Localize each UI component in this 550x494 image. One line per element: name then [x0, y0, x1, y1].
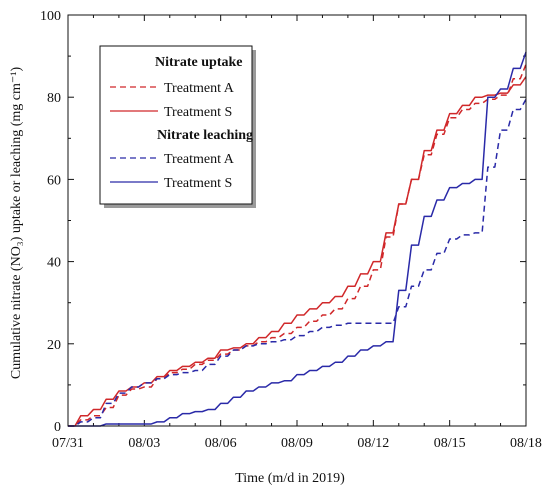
legend-heading-leaching: Nitrate leaching	[157, 128, 253, 143]
legend-label-leaching-a: Treatment A	[164, 152, 235, 167]
series-line-uptake-a	[68, 64, 527, 427]
series-line-uptake-s	[68, 76, 527, 427]
x-tick-label: 08/06	[205, 436, 237, 451]
x-tick-label: 08/03	[128, 436, 160, 451]
legend-box	[99, 45, 253, 205]
x-tick-label: 08/15	[434, 436, 466, 451]
series-line-leaching-s	[68, 51, 527, 427]
y-tick-label: 20	[47, 338, 61, 353]
series-line-leaching-a	[68, 98, 527, 427]
y-tick-label: 100	[40, 9, 61, 24]
legend-label-leaching-s: Treatment S	[164, 176, 232, 191]
y-tick-label: 60	[47, 173, 61, 188]
legend: Nitrate uptake Treatment A Treatment S N…	[99, 45, 256, 208]
x-tick-label: 08/09	[281, 436, 313, 451]
y-tick-label: 40	[47, 256, 61, 271]
x-tick-label: 08/12	[357, 436, 389, 451]
legend-label-uptake-s: Treatment S	[164, 105, 232, 120]
plot-frame	[67, 14, 527, 427]
x-tick-label: 07/31	[52, 436, 84, 451]
legend-label-uptake-a: Treatment A	[164, 81, 235, 96]
series-layer	[68, 51, 527, 427]
y-tick-label: 0	[54, 420, 61, 435]
y-axis-label: Cumulative nitrate (NO₃) uptake or leach…	[9, 67, 24, 380]
tick-labels: 0 20 40 60 80 100 07/31 08/03 08/06 08/09 08/12 08/…	[40, 9, 542, 451]
x-axis-label: Time (m/d in 2019)	[235, 471, 345, 486]
legend-heading-uptake: Nitrate uptake	[155, 55, 243, 70]
x-tick-label: 08/18	[510, 436, 542, 451]
y-tick-label: 80	[47, 91, 61, 106]
